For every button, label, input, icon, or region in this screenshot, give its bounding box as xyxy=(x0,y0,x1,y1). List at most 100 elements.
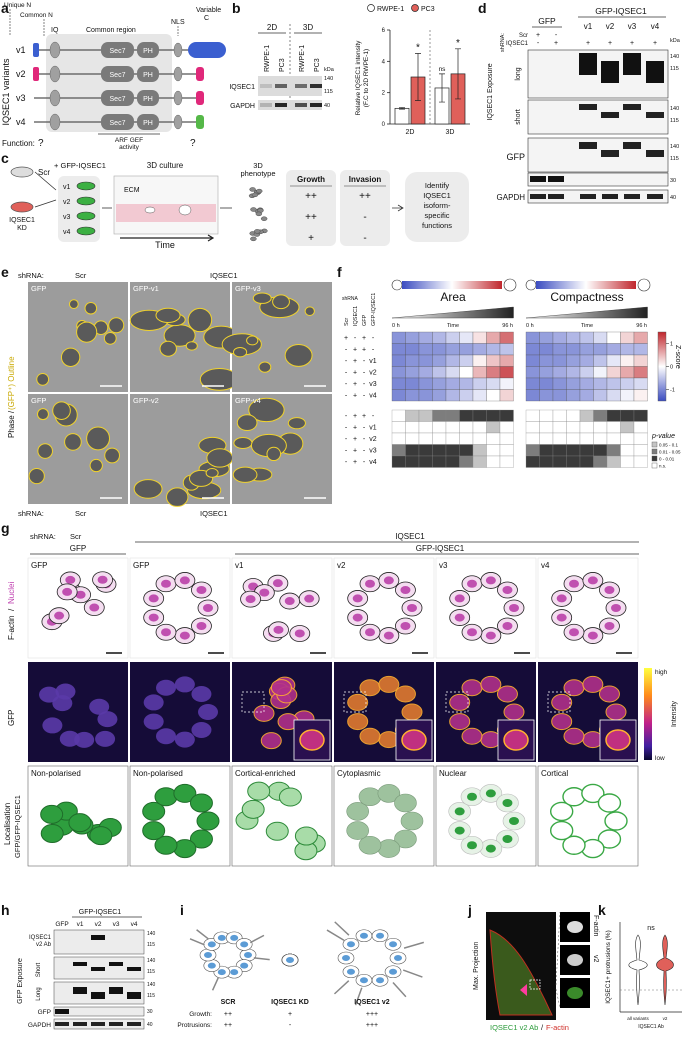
heatmap-cell xyxy=(579,354,594,367)
heatmap-cell xyxy=(633,354,648,367)
nucleus xyxy=(502,834,513,843)
label: GFP xyxy=(133,561,149,570)
label: 96 h xyxy=(502,323,513,329)
heatmap-cell xyxy=(606,377,621,390)
label: 0.01 - 0.05 xyxy=(659,450,681,455)
cell xyxy=(236,414,258,432)
label: GFP-IQSEC1 xyxy=(79,909,122,916)
protrusion xyxy=(189,938,205,946)
label: shRNA xyxy=(342,296,359,302)
significance: ns xyxy=(439,66,447,73)
label: IQSEC1 xyxy=(353,306,359,326)
p-value-cell xyxy=(566,421,581,434)
label: + xyxy=(362,347,366,354)
p-value-cell xyxy=(566,432,581,445)
p-value-cell xyxy=(418,455,433,468)
heatmap-cell xyxy=(405,377,420,390)
band xyxy=(295,84,307,88)
label: Scr xyxy=(344,318,350,326)
nucleus xyxy=(245,595,256,604)
label: Non-polarised xyxy=(133,769,183,778)
label: Common N xyxy=(20,12,53,19)
cell xyxy=(270,679,292,697)
cell xyxy=(59,730,80,747)
cell xyxy=(156,679,176,696)
heatmap-cell xyxy=(606,354,621,367)
cell xyxy=(28,467,45,485)
label: GFP-v3 xyxy=(235,284,261,293)
cell xyxy=(265,821,289,841)
cell xyxy=(461,679,483,697)
band xyxy=(624,194,640,199)
label: v4 xyxy=(63,229,71,236)
label: v4 xyxy=(541,561,550,570)
cell xyxy=(358,787,382,807)
label: Time xyxy=(581,323,593,329)
nucleus xyxy=(376,977,385,984)
nucleus xyxy=(467,628,477,637)
p-value-cell xyxy=(472,432,487,445)
label: 115 xyxy=(324,89,333,95)
band xyxy=(55,1009,69,1014)
label: 115 xyxy=(670,66,679,72)
label: v1 xyxy=(77,921,84,928)
nucleus xyxy=(556,594,567,603)
label: Cortical-enriched xyxy=(235,769,295,778)
heatmap-cell xyxy=(445,354,460,367)
label: PH xyxy=(143,72,153,79)
nucleus xyxy=(454,807,465,816)
p-value-cell xyxy=(418,444,433,457)
heatmap-cell xyxy=(593,343,608,356)
band xyxy=(602,194,618,199)
nucleus xyxy=(502,586,513,595)
icon xyxy=(637,278,651,292)
protrusion xyxy=(333,980,350,995)
cell xyxy=(563,727,585,745)
label: + xyxy=(630,40,634,47)
label: SCR xyxy=(221,999,236,1006)
band xyxy=(530,194,546,199)
label: + xyxy=(536,32,540,39)
cell xyxy=(68,299,79,309)
legend-swatch xyxy=(651,455,658,462)
label: IQSEC1 xyxy=(423,191,451,200)
label: Time xyxy=(155,240,175,250)
label: Cytoplasmic xyxy=(337,769,381,778)
ph-domain xyxy=(137,90,159,106)
cell xyxy=(142,801,166,821)
heatmap-cell xyxy=(552,389,567,402)
dish xyxy=(10,166,34,178)
label: 115 xyxy=(147,993,155,999)
cell xyxy=(401,703,423,721)
label: IQSEC1 Ab xyxy=(638,1024,664,1030)
label: F-actin xyxy=(546,1023,569,1032)
cell xyxy=(60,347,81,367)
heatmap-cell xyxy=(525,377,540,390)
cell xyxy=(496,685,518,703)
cell xyxy=(233,437,253,449)
label: IQSEC1 xyxy=(229,84,255,91)
nucleus xyxy=(75,590,86,599)
nucleus xyxy=(383,631,394,640)
nucleus xyxy=(97,575,108,584)
common-region xyxy=(46,34,172,132)
label: + xyxy=(353,393,357,400)
cell xyxy=(400,811,424,831)
shape xyxy=(401,729,427,751)
nucleus xyxy=(611,604,621,612)
label: 3D xyxy=(303,23,313,32)
label: + xyxy=(608,40,612,47)
cell xyxy=(287,417,306,430)
nls xyxy=(173,114,183,130)
label: RWPE-1 xyxy=(264,45,271,72)
label: Max. Projection xyxy=(473,942,480,990)
band xyxy=(109,962,123,966)
iq-domain xyxy=(49,89,61,107)
cell xyxy=(258,361,272,373)
label: 2D xyxy=(267,23,277,32)
cell xyxy=(377,839,401,858)
line xyxy=(555,988,561,1009)
label: PH xyxy=(143,96,153,103)
label: ARF GEF xyxy=(115,137,143,144)
significance: * xyxy=(456,38,460,49)
